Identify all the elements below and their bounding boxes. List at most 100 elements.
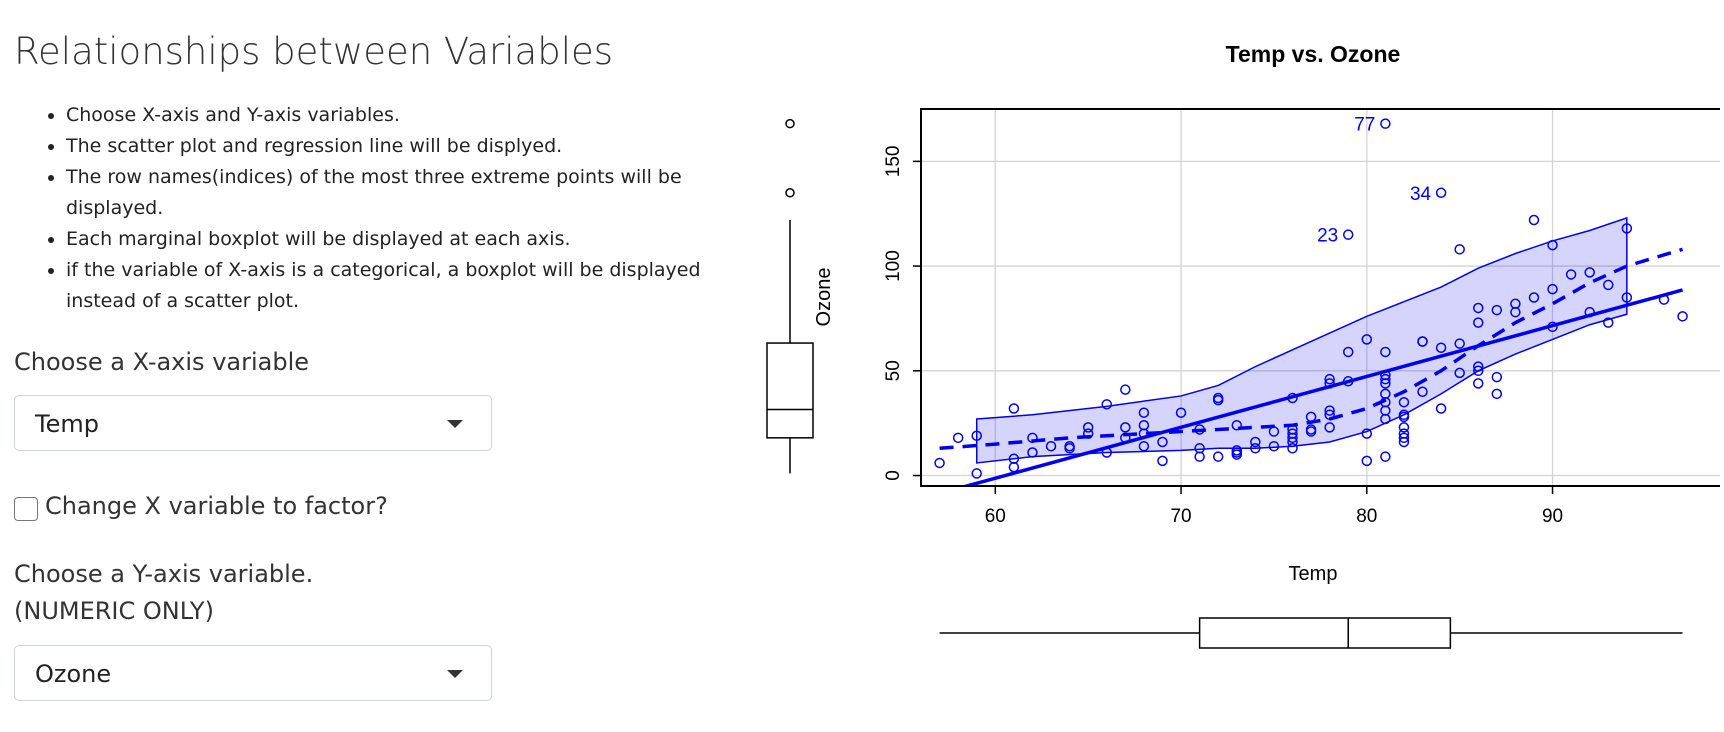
data-point — [1342, 376, 1354, 387]
data-point — [1398, 432, 1410, 444]
data-point — [1417, 336, 1428, 347]
data-point — [1603, 317, 1614, 328]
x-marginal-boxplot — [939, 617, 1683, 649]
factor-checkbox[interactable] — [14, 497, 38, 521]
data-point — [1472, 361, 1484, 372]
data-point — [1565, 269, 1577, 280]
data-point — [1305, 411, 1317, 423]
data-point — [1120, 432, 1131, 444]
y-tick-label: 100 — [883, 250, 904, 282]
y-variable-select[interactable]: Ozone — [14, 645, 492, 701]
data-point — [1603, 279, 1614, 291]
y-tick-label: 0 — [883, 470, 904, 481]
data-point — [1510, 298, 1521, 310]
list-item: Each marginal boxplot will be displayed … — [66, 224, 726, 255]
data-point — [1157, 436, 1168, 448]
outlier-point — [785, 188, 795, 198]
data-point — [1287, 392, 1298, 404]
data-point — [971, 430, 982, 441]
data-point — [952, 432, 964, 444]
data-point — [1138, 420, 1150, 431]
data-point — [1231, 420, 1243, 431]
y-marginal-boxplot — [766, 118, 814, 474]
list-item: if the variable of X-axis is a categoric… — [66, 255, 726, 317]
y-variable-label: Choose a Y-axis variable.(NUMERIC ONLY) — [14, 560, 314, 625]
smooth-line — [939, 247, 1684, 451]
data-point — [1398, 428, 1410, 439]
factor-checkbox-label[interactable]: Change X variable to factor? — [45, 492, 388, 520]
data-point — [1380, 118, 1391, 129]
data-point — [1472, 378, 1484, 389]
data-point — [1138, 440, 1150, 452]
data-point — [1361, 455, 1373, 467]
data-point — [1324, 378, 1335, 389]
point-labels: 77 34 23 — [1317, 115, 1431, 247]
x-variable-select[interactable]: Temp — [14, 395, 492, 451]
data-point — [1454, 338, 1465, 349]
x-tick-label: 80 — [1356, 506, 1377, 527]
data-points — [934, 118, 1688, 479]
data-point — [1250, 436, 1261, 448]
data-point — [971, 468, 982, 479]
data-point — [1621, 292, 1633, 303]
data-point — [1027, 432, 1038, 444]
x-variable-value: Temp — [35, 410, 99, 438]
data-point — [1342, 229, 1354, 240]
data-point — [1250, 443, 1261, 454]
data-point — [1008, 403, 1020, 414]
point-label: 77 — [1354, 115, 1375, 136]
data-point — [1435, 342, 1447, 354]
data-point — [1045, 440, 1057, 452]
list-item: The row names(indices) of the most three… — [66, 162, 726, 224]
data-point — [1528, 292, 1540, 303]
data-point — [1120, 384, 1131, 395]
smooth-band — [975, 216, 1628, 464]
data-point — [1361, 334, 1373, 345]
data-point — [1324, 422, 1335, 433]
data-point — [1287, 443, 1298, 454]
data-point — [1417, 386, 1428, 397]
axes: 60 70 80 90 0 50 100 150 — [883, 146, 1563, 527]
fit-lines — [939, 247, 1684, 486]
y-variable-value: Ozone — [35, 660, 112, 688]
data-point — [1454, 244, 1465, 255]
data-point — [1398, 409, 1410, 421]
data-point — [1547, 283, 1558, 295]
data-point — [1677, 311, 1688, 322]
data-point — [934, 457, 945, 469]
x-tick-label: 70 — [1170, 506, 1191, 527]
data-point — [1454, 367, 1465, 379]
data-point — [1658, 294, 1670, 305]
data-point — [1120, 422, 1131, 433]
data-point — [1268, 426, 1280, 437]
x-tick-label: 90 — [1542, 506, 1563, 527]
outlier-point — [785, 118, 795, 129]
data-point — [1398, 396, 1410, 408]
data-point — [1621, 223, 1633, 234]
instructions-list: Choose X-axis and Y-axis variables. The … — [36, 100, 726, 317]
grid — [921, 109, 1720, 486]
data-point — [1435, 187, 1447, 199]
data-point — [1324, 409, 1335, 421]
list-item: Choose X-axis and Y-axis variables. — [66, 100, 726, 131]
data-point — [1305, 424, 1317, 435]
data-point — [1491, 304, 1503, 316]
data-point — [1194, 443, 1205, 454]
data-point — [1380, 346, 1391, 358]
data-point — [1584, 267, 1595, 278]
data-point — [1082, 422, 1094, 433]
y-axis-label: Ozone — [813, 268, 835, 327]
confidence-band — [975, 216, 1628, 464]
y-tick-label: 50 — [883, 360, 904, 381]
data-point — [1268, 440, 1280, 452]
control-panel: Relationships between Variables Choose X… — [0, 0, 720, 732]
data-point — [1435, 403, 1447, 414]
x-axis-label: Temp — [1289, 563, 1338, 585]
data-point — [1212, 451, 1224, 462]
data-point — [1584, 306, 1595, 318]
data-point — [1472, 317, 1484, 328]
data-point — [1287, 424, 1298, 435]
data-point — [1287, 428, 1298, 439]
box — [1198, 617, 1452, 649]
data-point — [1380, 369, 1391, 381]
